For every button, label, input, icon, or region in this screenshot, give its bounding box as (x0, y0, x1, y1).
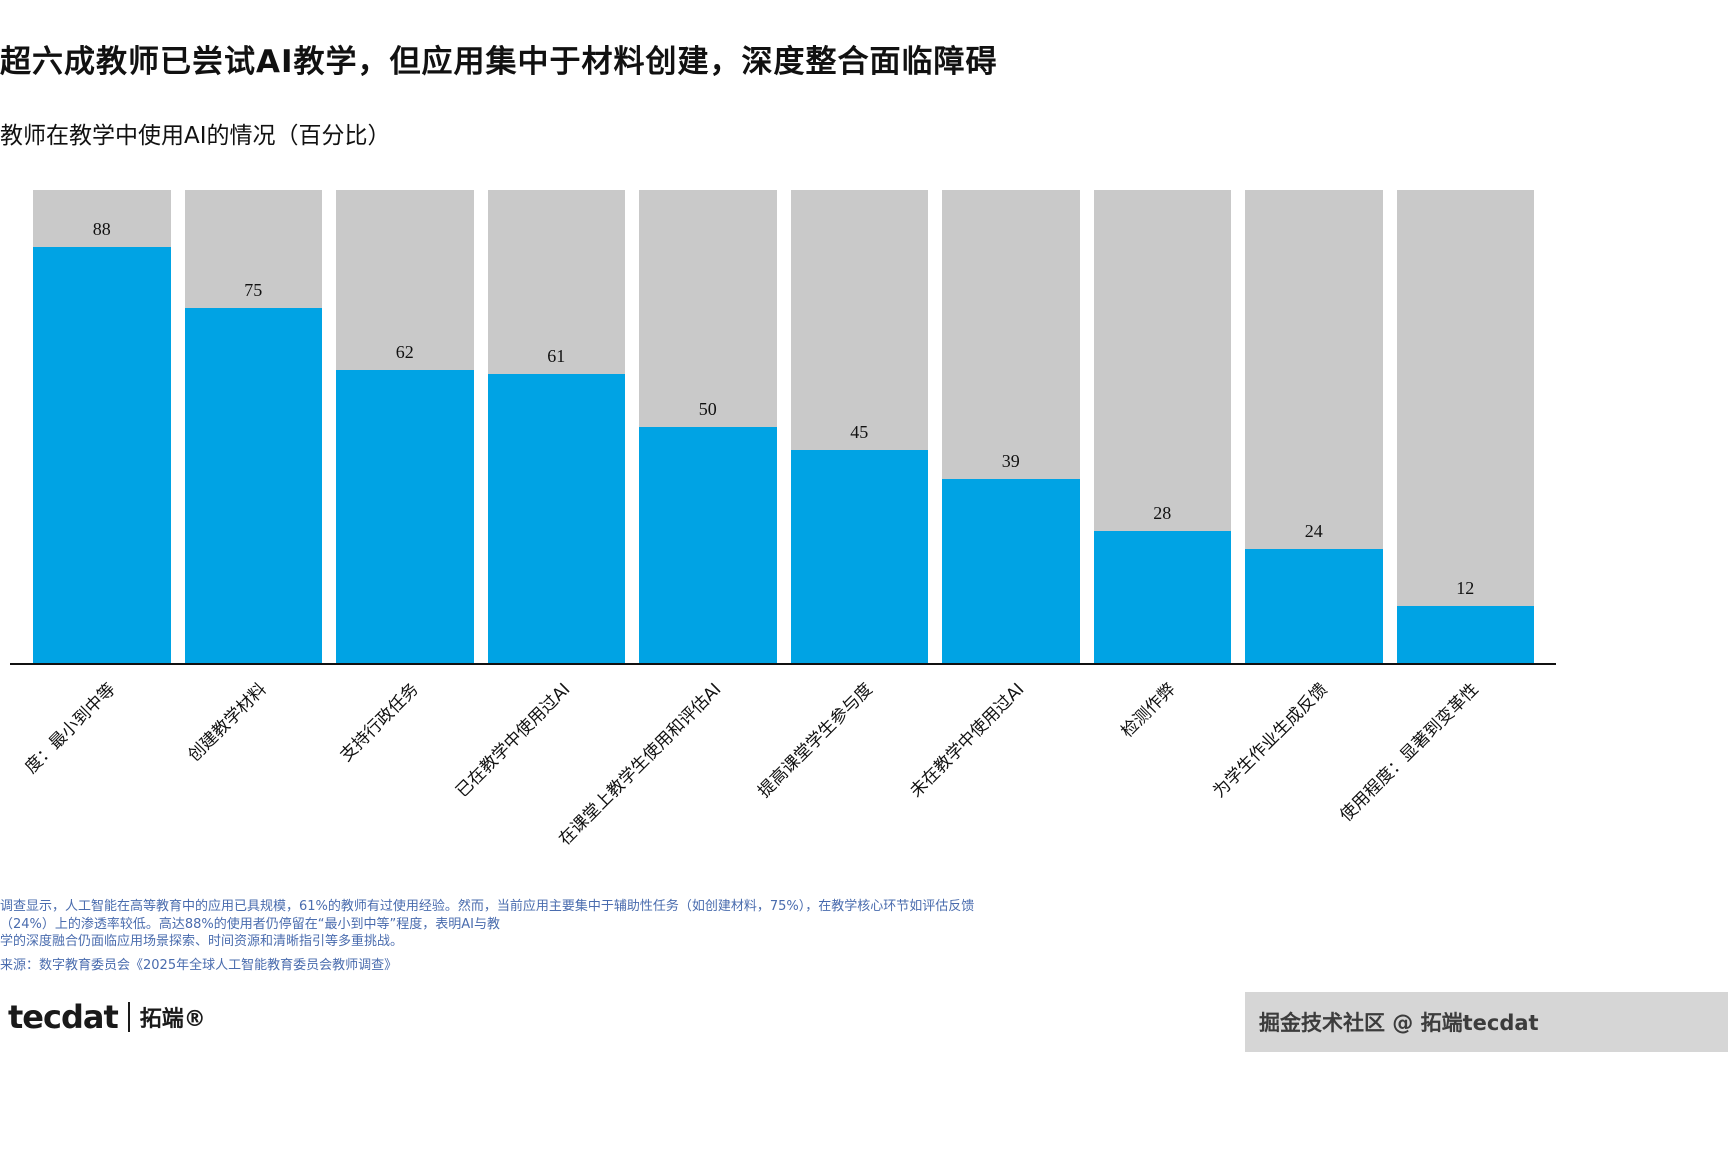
logo-divider (127, 1002, 130, 1032)
x-axis-label: 创建教学材料 (184, 679, 271, 766)
footnote-source: 来源：数字教育委员会《2025年全球人工智能教育委员会教师调查》 (0, 957, 398, 973)
bar-value-label: 28 (1153, 502, 1172, 523)
x-axis-label: 支持行政任务 (336, 679, 423, 766)
bar-column: 62 (336, 190, 474, 663)
bar-fill (336, 369, 474, 663)
bar-fill (942, 478, 1080, 663)
page-title: 超六成教师已尝试AI教学，但应用集中于材料创建，深度整合面临障碍 (0, 44, 998, 80)
bar-fill (1396, 606, 1534, 663)
brand-logo: tecdat 拓端® (8, 998, 206, 1036)
x-axis-label: 在课堂上教学生使用和评估AI (555, 679, 726, 850)
logo-text-zh: 拓端® (139, 1007, 206, 1032)
bar-value-label: 12 (1456, 578, 1475, 599)
bar-value-label: 62 (395, 341, 414, 362)
bar-fill (487, 374, 625, 663)
watermark-text: 掘金技术社区 @ 拓端tecdat (1259, 1011, 1539, 1035)
bar-fill (1245, 549, 1383, 663)
footnote-line: 调查显示，人工智能在高等教育中的应用已具规模，61%的教师有过使用经验。然而，当… (0, 899, 975, 914)
watermark-band: 掘金技术社区 @ 拓端tecdat (1245, 992, 1728, 1052)
bar-column: 61 (487, 190, 625, 663)
bar-fill (790, 450, 928, 663)
bar-column: 28 (1093, 190, 1231, 663)
logo-text-en: tecdat (8, 998, 119, 1036)
bar-column: 50 (639, 190, 777, 663)
footnote-line: （24%）上的渗透率较低。高达88%的使用者仍停留在“最小到中等”程度，表明AI… (0, 916, 500, 932)
bar-column: 45 (790, 190, 928, 663)
x-axis-label: 检测作弊 (1117, 679, 1180, 742)
x-axis-label: 已在教学中使用过AI (451, 679, 574, 802)
bar-fill (184, 308, 322, 663)
plot-area: 88 75 62 61 50 45 39 28 24 12 (33, 190, 1534, 663)
bar-value-label: 75 (244, 280, 263, 301)
bar-value-label: 24 (1304, 521, 1323, 542)
bar-column: 12 (1396, 190, 1534, 663)
bar-column: 88 (33, 190, 171, 663)
bar-value-label: 45 (850, 422, 869, 443)
x-axis-label: 为学生作业生成反馈 (1209, 679, 1332, 802)
bar-fill (1093, 530, 1231, 663)
bar-value-label: 39 (1001, 450, 1020, 471)
bar-fill (33, 246, 171, 663)
chart-subtitle: 教师在教学中使用AI的情况（百分比） (0, 123, 391, 149)
bar-value-label: 50 (698, 398, 717, 419)
footnote: 调查显示，人工智能在高等教育中的应用已具规模，61%的教师有过使用经验。然而，当… (0, 898, 974, 974)
footnote-line: 学的深度融合仍面临应用场景探索、时间资源和清晰指引等多重挑战。 (0, 934, 404, 949)
bar-column: 24 (1245, 190, 1383, 663)
bar-column: 75 (184, 190, 322, 663)
bar-value-label: 61 (547, 346, 566, 367)
x-axis-label: 提高课堂学生参与度 (754, 679, 877, 802)
x-axis-label: 使用程度：显著到变革性 (1336, 679, 1483, 826)
bar-column: 39 (942, 190, 1080, 663)
x-axis-label: 度：最小到中等 (21, 679, 120, 778)
bar-value-label: 88 (92, 218, 111, 239)
x-axis-label: 未在教学中使用过AI (906, 679, 1029, 802)
bar-fill (639, 426, 777, 663)
x-axis-line (10, 663, 1556, 665)
